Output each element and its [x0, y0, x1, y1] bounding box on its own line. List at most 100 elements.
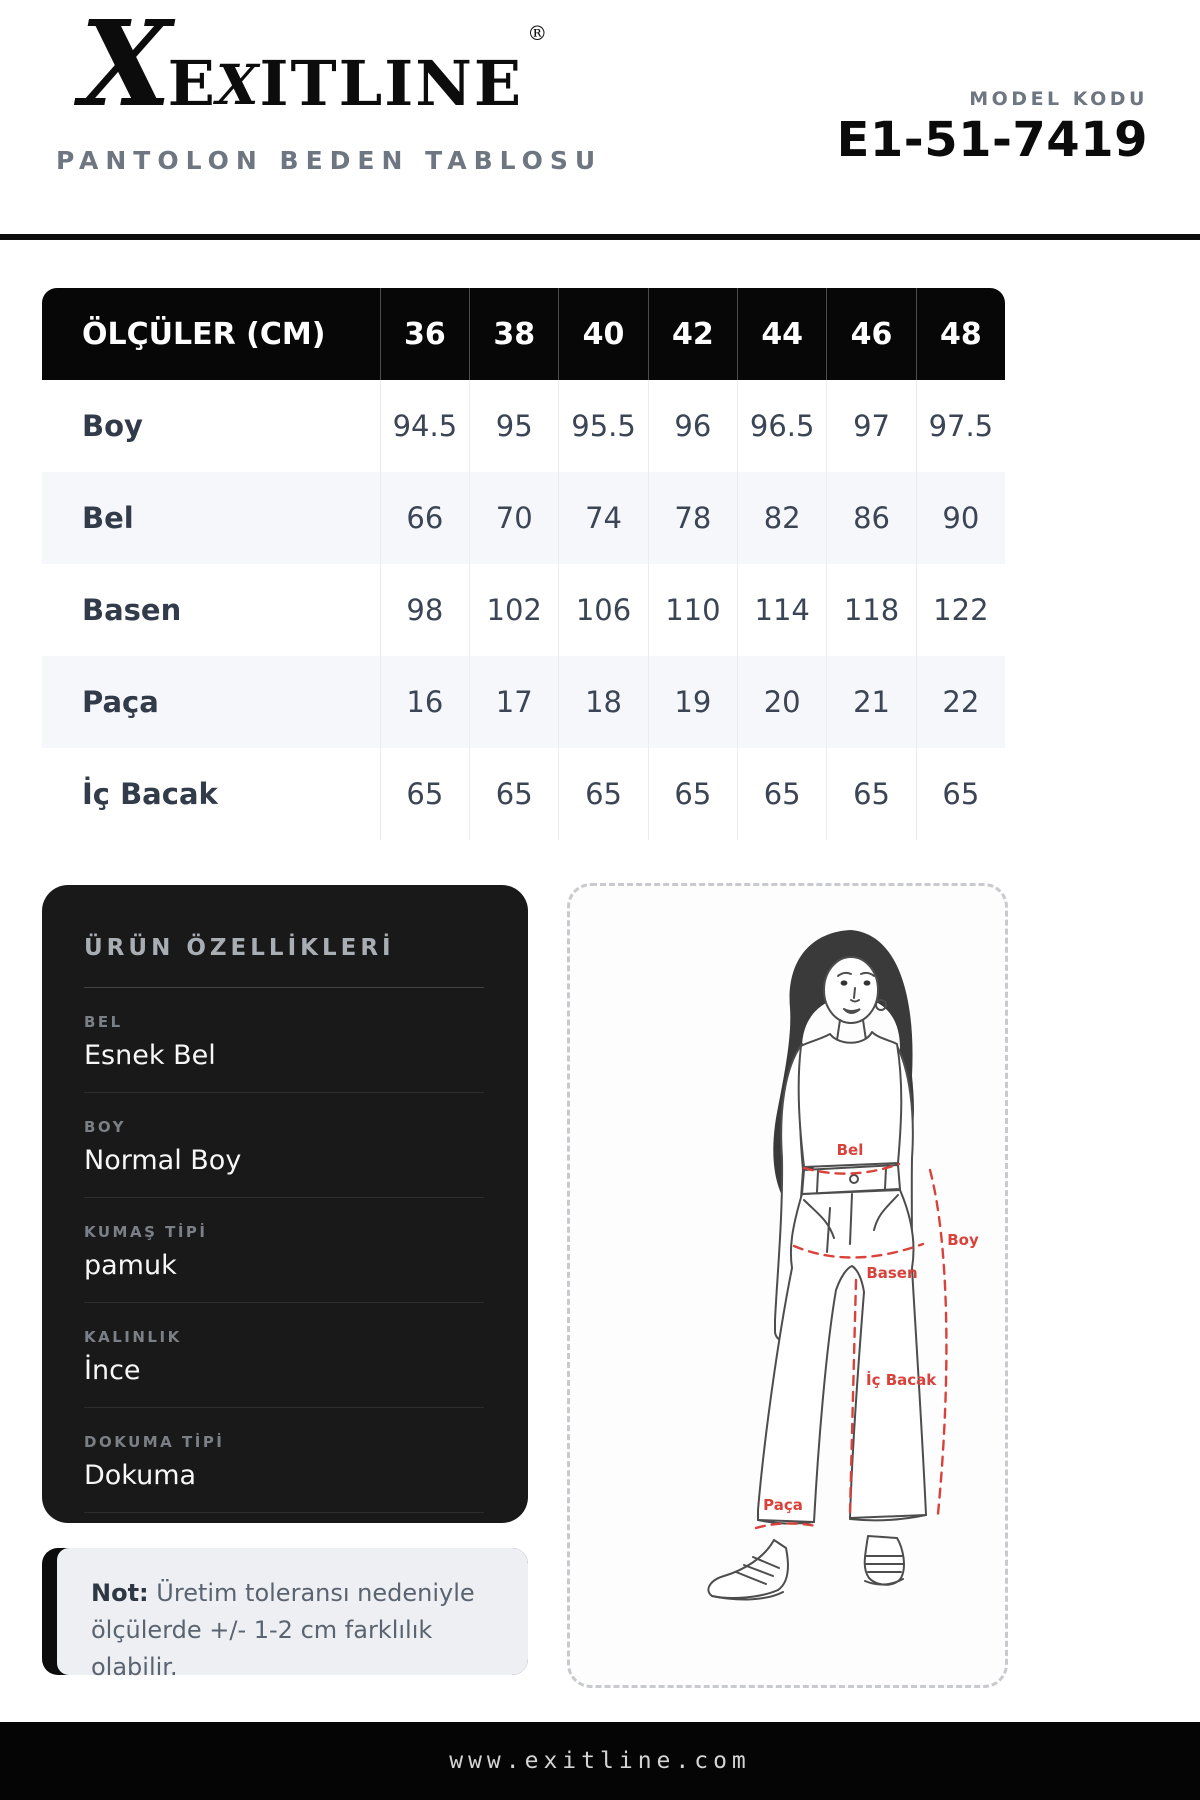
measure-value: 96.5 — [737, 380, 826, 472]
measure-value: 106 — [558, 564, 647, 656]
figure-pocket — [803, 1194, 899, 1239]
size-column-header: 42 — [647, 288, 737, 380]
measure-value: 16 — [379, 656, 469, 748]
measure-label: Basen — [82, 593, 182, 627]
measure-value: 22 — [915, 656, 1005, 748]
feature-value: pamuk — [84, 1250, 177, 1281]
feature-value: Dokuma — [84, 1460, 197, 1491]
table-row: Basen 98 102 106 110 114 118 122 — [42, 564, 1005, 656]
measure-value: 82 — [737, 472, 826, 564]
size-column-header: 40 — [558, 288, 647, 380]
logo-letter: X — [215, 52, 259, 118]
figure-hem — [757, 1514, 927, 1525]
logo-swash-x: X — [80, 0, 172, 133]
paca-measure-label: Paça — [763, 1496, 803, 1514]
features-divider — [84, 1197, 484, 1198]
figure-pants — [757, 1189, 927, 1523]
figure-fringe — [824, 941, 879, 980]
feature-label: KALINLIK — [84, 1328, 182, 1346]
measure-value: 95 — [469, 380, 558, 472]
table-row: Boy 94.5 95 95.5 96 96.5 97 97.5 — [42, 380, 1005, 472]
measure-value: 19 — [647, 656, 737, 748]
measure-value: 18 — [558, 656, 647, 748]
table-row: İç Bacak 65 65 65 65 65 65 65 — [42, 748, 1005, 840]
ic-bacak-measure-line — [848, 1278, 858, 1514]
size-guide-figure: Bel Boy Basen İç Bacak Paça — [707, 930, 979, 1601]
measure-value: 66 — [379, 472, 469, 564]
model-code-value: E1-51-7419 — [836, 112, 1148, 168]
measure-value: 65 — [469, 748, 558, 840]
registered-mark-icon: ® — [527, 21, 548, 46]
measure-value: 65 — [558, 748, 647, 840]
size-table-header-label: ÖLÇÜLER (CM) — [82, 316, 326, 352]
figure-eyebrows — [837, 971, 875, 977]
tolerance-note: Not: Üretim toleransı nedeniyle ölçülerd… — [42, 1548, 528, 1681]
header-divider — [0, 234, 1200, 240]
feature-item: BEL Esnek Bel — [84, 1013, 484, 1093]
measure-value: 20 — [737, 656, 826, 748]
figure-hair — [773, 930, 914, 1206]
measure-value: 65 — [915, 748, 1005, 840]
measure-value: 65 — [379, 748, 469, 840]
figure-eye — [840, 980, 848, 986]
feature-item: KUMAŞ TİPİ pamuk — [84, 1223, 484, 1303]
features-divider — [84, 1512, 484, 1513]
feature-label: BEL — [84, 1013, 123, 1031]
measure-value: 102 — [469, 564, 558, 656]
features-divider — [84, 1302, 484, 1303]
feature-item: BOY Normal Boy — [84, 1118, 484, 1198]
measure-value: 70 — [469, 472, 558, 564]
model-code-block: MODEL KODU E1-51-7419 — [837, 88, 1148, 168]
footer-bar: www.exitline.com — [0, 1722, 1200, 1800]
measure-value: 65 — [826, 748, 915, 840]
size-column-header: 44 — [737, 288, 826, 380]
feature-value: Normal Boy — [84, 1145, 242, 1176]
table-row: Paça 16 17 18 19 20 21 22 — [42, 656, 1005, 748]
feature-label: DOKUMA TİPİ — [84, 1433, 225, 1451]
figure-top — [797, 1031, 903, 1168]
basen-measure-label: Basen — [866, 1264, 917, 1282]
figure-right-straps — [864, 1555, 904, 1586]
size-table: ÖLÇÜLER (CM) 36 38 40 42 44 46 48 Boy 94… — [42, 288, 1005, 840]
features-divider — [84, 987, 484, 988]
size-guide-figure-box: Bel Boy Basen İç Bacak Paça — [567, 883, 1008, 1688]
measure-value: 122 — [915, 564, 1005, 656]
size-column-header: 36 — [379, 288, 469, 380]
measure-label: Paça — [82, 685, 159, 719]
figure-neck — [836, 1019, 867, 1041]
measure-value: 114 — [737, 564, 826, 656]
measure-value: 97.5 — [915, 380, 1005, 472]
measure-value: 95.5 — [558, 380, 647, 472]
measure-label: İç Bacak — [82, 777, 218, 811]
measure-value: 78 — [647, 472, 737, 564]
ic-bacak-measure-label: İç Bacak — [866, 1370, 937, 1389]
measure-label: Bel — [82, 501, 134, 535]
features-divider — [84, 1092, 484, 1093]
feature-value: İnce — [84, 1355, 141, 1386]
measure-value: 74 — [558, 472, 647, 564]
measure-label: Boy — [82, 409, 143, 443]
measure-value: 17 — [469, 656, 558, 748]
basen-measure-line — [792, 1242, 925, 1259]
figure-crease — [826, 1207, 831, 1253]
measure-value: 96 — [647, 380, 737, 472]
note-text: Üretim toleransı nedeniyle ölçülerde +/-… — [91, 1579, 475, 1682]
bel-measure-label: Bel — [837, 1141, 864, 1159]
figure-belt-loops — [816, 1167, 887, 1193]
measure-value: 86 — [826, 472, 915, 564]
boy-measure-line — [928, 1168, 948, 1516]
model-code-label: MODEL KODU — [969, 88, 1148, 110]
note-label: Not: — [91, 1579, 149, 1607]
measure-value: 98 — [379, 564, 469, 656]
paca-measure-line — [754, 1522, 818, 1530]
bel-measure-line — [802, 1162, 901, 1175]
size-column-header: 46 — [826, 288, 915, 380]
boy-measure-label: Boy — [947, 1231, 979, 1249]
figure-eye — [863, 980, 871, 986]
website-url: www.exitline.com — [449, 1748, 751, 1774]
feature-label: KUMAŞ TİPİ — [84, 1223, 208, 1241]
logo-letters: ITLINE — [259, 46, 524, 120]
figure-right-sandal — [863, 1535, 905, 1586]
table-row: Bel 66 70 74 78 82 86 90 — [42, 472, 1005, 564]
feature-item: DOKUMA TİPİ Dokuma — [84, 1433, 484, 1513]
